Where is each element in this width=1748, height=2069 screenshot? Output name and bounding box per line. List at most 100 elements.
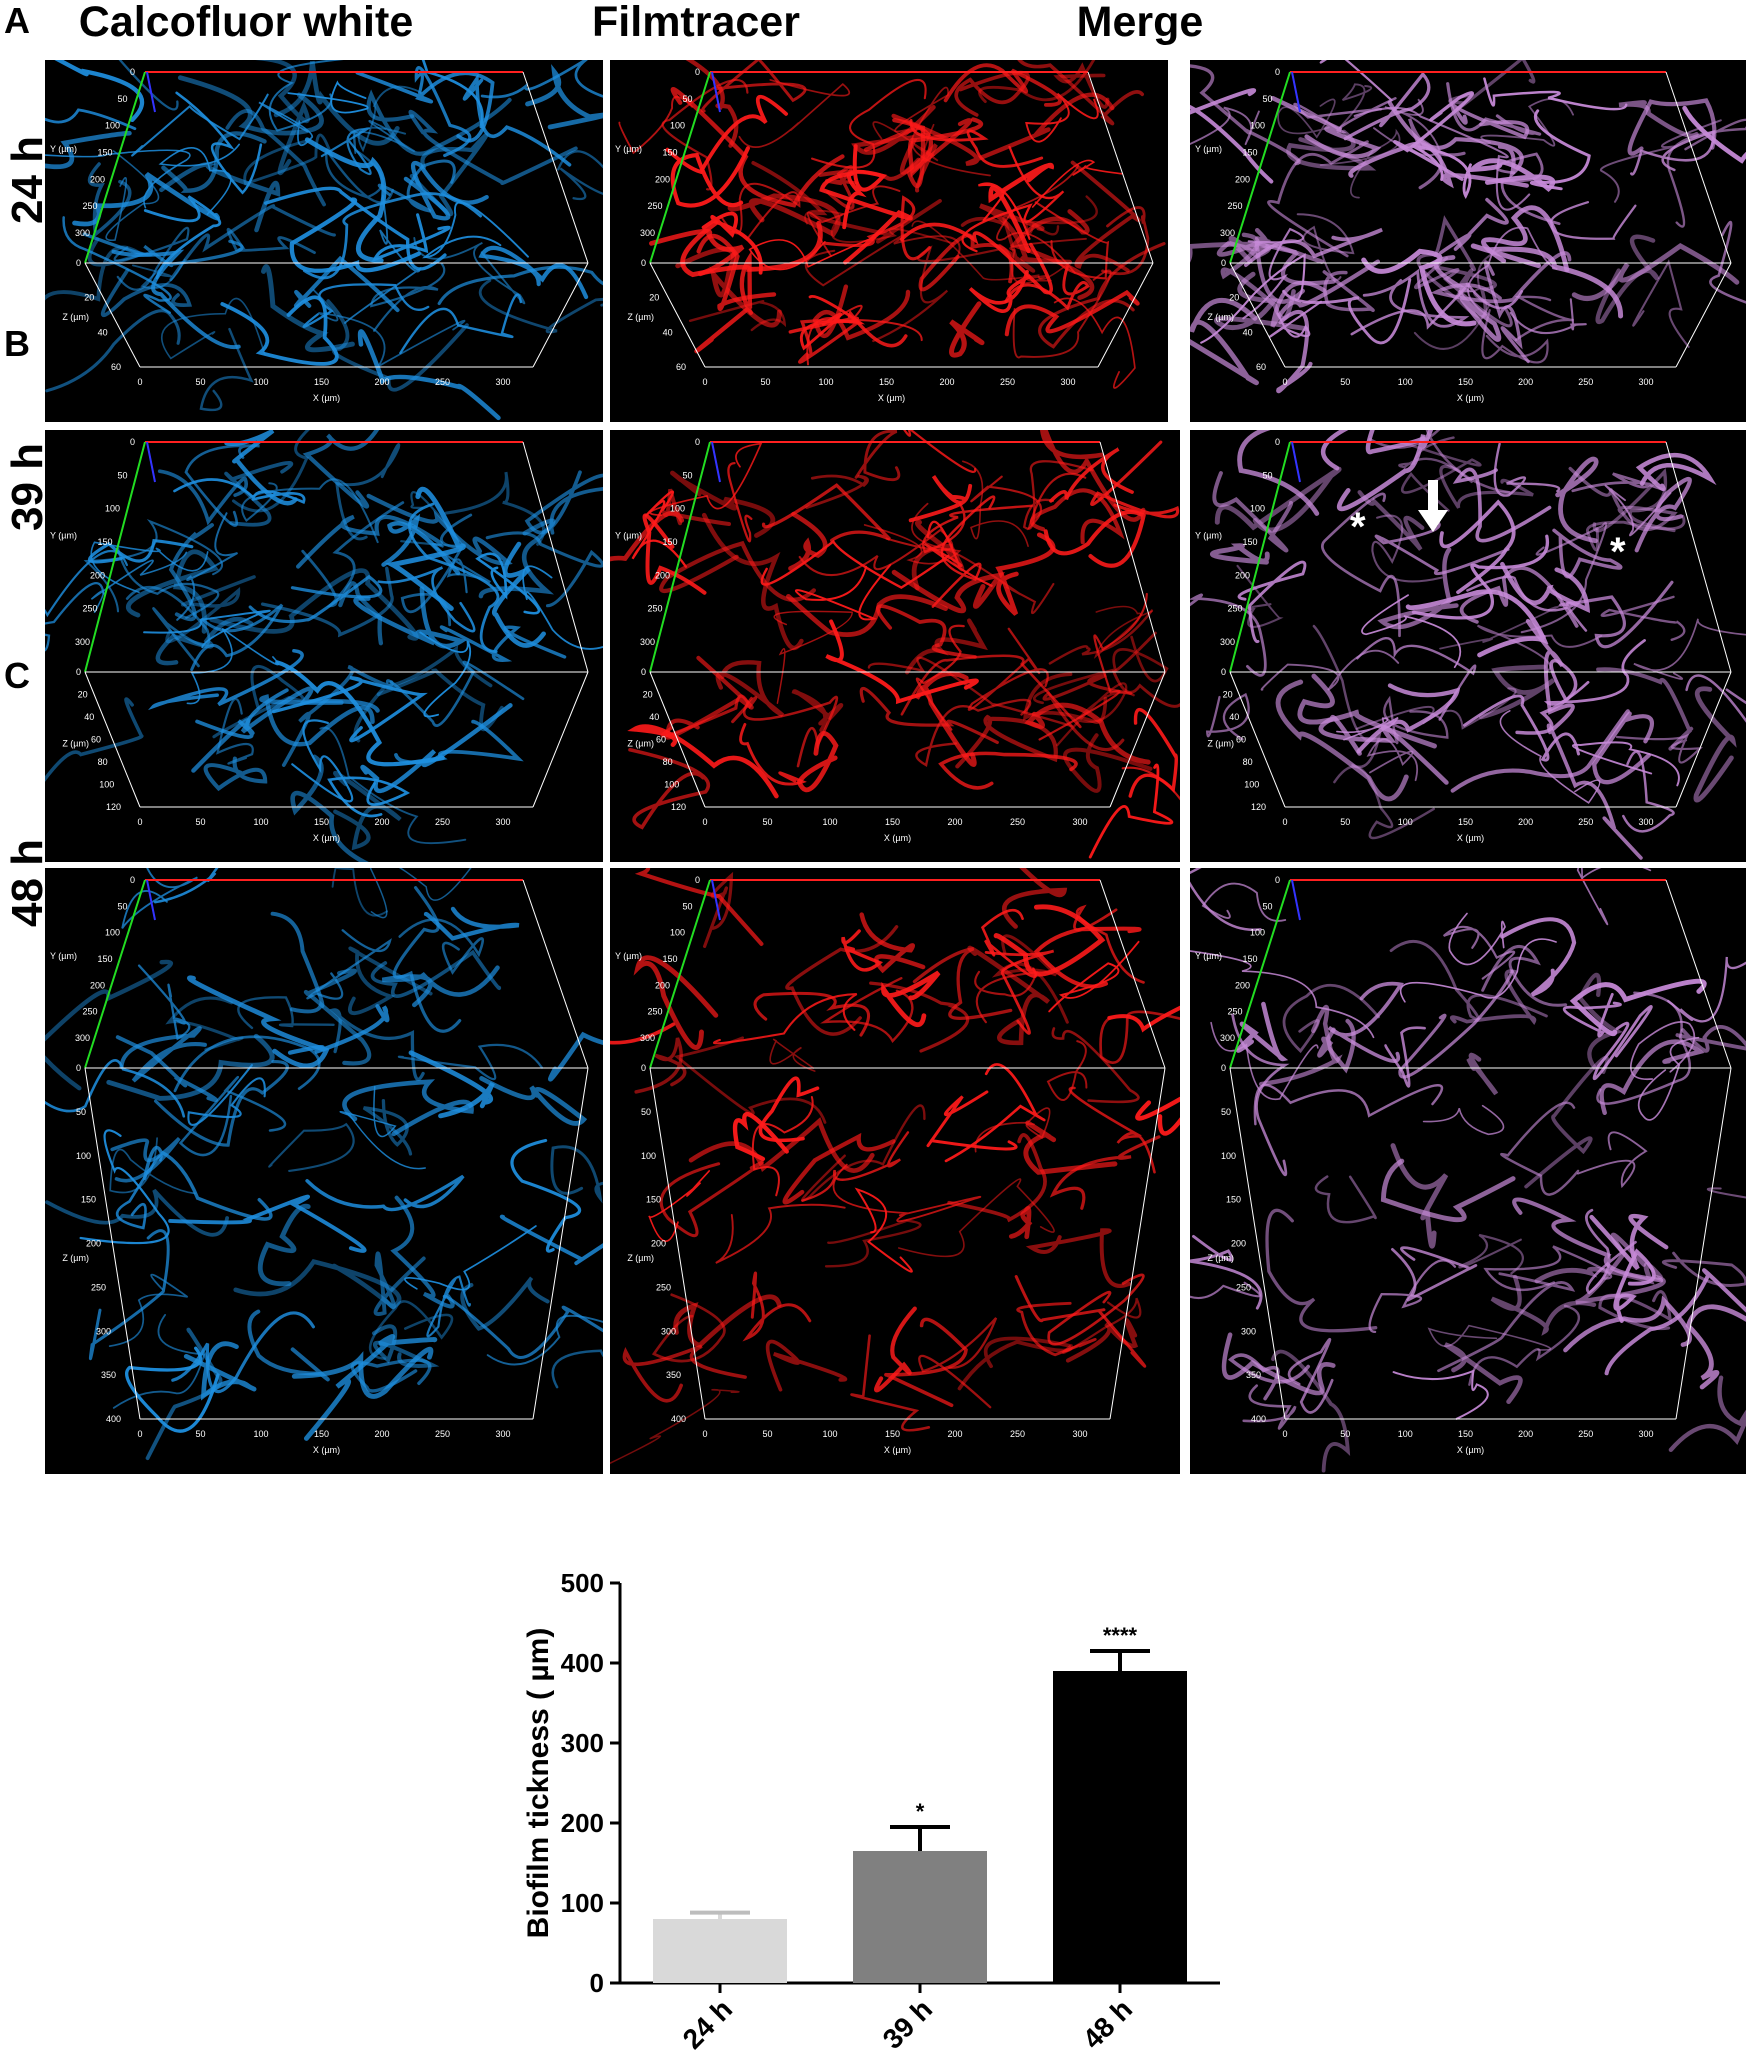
y-axis-label: Y (µm) bbox=[615, 531, 642, 541]
z-tick-label: 20 bbox=[649, 293, 659, 303]
x-axis-label: X (µm) bbox=[1457, 1445, 1484, 1455]
z-tick-label: 0 bbox=[641, 258, 646, 268]
z-tick-label: 0 bbox=[1221, 667, 1226, 677]
y-tick-label: 250 bbox=[647, 201, 662, 211]
x-tick-label: 300 bbox=[1060, 377, 1075, 387]
x-tick-label: 100 bbox=[1398, 377, 1413, 387]
y-tick-label: 250 bbox=[1227, 604, 1242, 614]
y-tick-label: 0 bbox=[695, 875, 700, 885]
x-tick-label: 50 bbox=[760, 377, 770, 387]
x-axis-label: X (µm) bbox=[313, 393, 340, 403]
z-axis-label: Z (µm) bbox=[1207, 1253, 1234, 1263]
y-tick-label: 0 bbox=[1275, 437, 1280, 447]
z-tick-label: 50 bbox=[641, 1107, 651, 1117]
z-tick-label: 200 bbox=[1231, 1239, 1246, 1249]
micrograph-48h-merge: 0 50 100 150 200 250 300 X (µm) 0 50 100 150 200 250 3… bbox=[1190, 868, 1746, 1474]
x-tick-label: 50 bbox=[1340, 1429, 1350, 1439]
y-tick-label: 100 bbox=[670, 121, 685, 131]
y-tick-label: 0 bbox=[695, 437, 700, 447]
column-header-calcofluor: Calcofluor white bbox=[78, 0, 414, 46]
x-axis-label: X (µm) bbox=[1457, 393, 1484, 403]
y-tick-label: 150 bbox=[662, 954, 677, 964]
x-tick-label: 0 bbox=[137, 1429, 142, 1439]
z-tick-label: 40 bbox=[1243, 327, 1253, 337]
y-tick-label: 300 bbox=[75, 1033, 90, 1043]
x-tick-label: 300 bbox=[1638, 817, 1653, 827]
fiber-network bbox=[45, 60, 603, 421]
y-tick-label: 300 bbox=[1220, 637, 1235, 647]
y-tick-label: 200 bbox=[655, 174, 670, 184]
x-tick-label: 300 bbox=[1638, 377, 1653, 387]
x-tick-label: 100 bbox=[818, 377, 833, 387]
x-tick-label: 150 bbox=[879, 377, 894, 387]
x-tick-label: 300 bbox=[1072, 817, 1087, 827]
bar-24h bbox=[653, 1919, 787, 1983]
x-tick-label: 0 bbox=[702, 377, 707, 387]
y-tick-label: 0 bbox=[130, 875, 135, 885]
y-tick-label: 0 bbox=[130, 67, 135, 77]
z-tick-label: 0 bbox=[76, 1063, 81, 1073]
panel-label-c: C bbox=[4, 655, 30, 696]
x-tick-label: 0 bbox=[702, 1429, 707, 1439]
x-axis-label: X (µm) bbox=[313, 1445, 340, 1455]
x-tick-label: 0 bbox=[137, 817, 142, 827]
bounding-box bbox=[649, 71, 1154, 368]
z-tick-label: 300 bbox=[661, 1326, 676, 1336]
x-tick-label: 250 bbox=[1578, 817, 1593, 827]
x-tick-label: 50 bbox=[1340, 817, 1350, 827]
x-tick-label: 0 bbox=[1282, 377, 1287, 387]
y-tick-label: 100 bbox=[1250, 121, 1265, 131]
x-tick-label: 200 bbox=[374, 817, 389, 827]
significance-marker: **** bbox=[1103, 1623, 1138, 1648]
y-tick-label: 300 bbox=[640, 228, 655, 238]
z-tick-label: 80 bbox=[1243, 757, 1253, 767]
y-tick-label: 100 bbox=[1250, 504, 1265, 514]
x-tick-label: 250 bbox=[1578, 1429, 1593, 1439]
z-tick-label: 20 bbox=[643, 690, 653, 700]
y-tick-label: 200 bbox=[90, 174, 105, 184]
y-tick-label: 50 bbox=[682, 94, 692, 104]
z-tick-label: 300 bbox=[1241, 1326, 1256, 1336]
y-tick-label: 200 bbox=[90, 980, 105, 990]
z-tick-label: 0 bbox=[76, 258, 81, 268]
fiber-network bbox=[618, 60, 1166, 389]
y-tick-label: 0 bbox=[1275, 875, 1280, 885]
fiber-network bbox=[610, 430, 1180, 859]
y-tick-label: 0 bbox=[590, 1968, 604, 1998]
x-tick-label: 100 bbox=[253, 1429, 268, 1439]
z-tick-label: 60 bbox=[91, 735, 101, 745]
z-axis-label: Z (µm) bbox=[627, 312, 654, 322]
y-tick-label: 0 bbox=[1275, 67, 1280, 77]
x-tick-label: 0 bbox=[1282, 817, 1287, 827]
y-tick-label: 150 bbox=[97, 148, 112, 158]
bounding-box bbox=[649, 879, 1166, 1420]
x-tick-label: 50 bbox=[762, 817, 772, 827]
micrograph-24h-filmtracer: 0 50 100 150 200 250 300 X (µm) 0 50 100 150 200 250 3… bbox=[610, 60, 1168, 422]
z-tick-label: 350 bbox=[101, 1370, 116, 1380]
z-tick-label: 0 bbox=[76, 667, 81, 677]
x-tick-label: 100 bbox=[253, 377, 268, 387]
micrograph-39h-merge: 0 50 100 150 200 250 300 X (µm) 0 50 100 150 200 250 3… bbox=[1190, 430, 1746, 862]
fiber-network bbox=[45, 430, 603, 862]
micrograph-39h-filmtracer: 0 50 100 150 200 250 300 X (µm) 0 50 100 150 200 250 3… bbox=[610, 430, 1180, 862]
biofilm-thickness-chart: 0 100 200 300 400 500 Biofilm tickness ( µm) 24… bbox=[480, 1530, 1260, 2069]
fiber-network bbox=[610, 868, 1180, 1465]
y-tick-label: 50 bbox=[117, 901, 127, 911]
z-tick-label: 400 bbox=[671, 1414, 686, 1424]
y-tick-label: 50 bbox=[1262, 470, 1272, 480]
y-tick-label: 150 bbox=[662, 537, 677, 547]
y-tick-label: 250 bbox=[82, 1007, 97, 1017]
z-tick-label: 200 bbox=[651, 1239, 666, 1249]
y-tick-label: 300 bbox=[75, 637, 90, 647]
y-tick-label: 150 bbox=[1242, 537, 1257, 547]
z-tick-label: 50 bbox=[1221, 1107, 1231, 1117]
z-tick-label: 250 bbox=[656, 1282, 671, 1292]
x-tick-label: 300 bbox=[1638, 1429, 1653, 1439]
x-axis-label: X (µm) bbox=[313, 833, 340, 843]
bar-48h bbox=[1053, 1671, 1187, 1983]
bar-39h bbox=[853, 1851, 987, 1983]
x-tick-label: 250 bbox=[435, 1429, 450, 1439]
y-tick-label: 200 bbox=[90, 570, 105, 580]
micrograph-39h-calcofluor: 0 50 100 150 200 250 300 X (µm) 0 50 100 150 200 250 3… bbox=[45, 430, 603, 862]
z-tick-label: 0 bbox=[1221, 258, 1226, 268]
